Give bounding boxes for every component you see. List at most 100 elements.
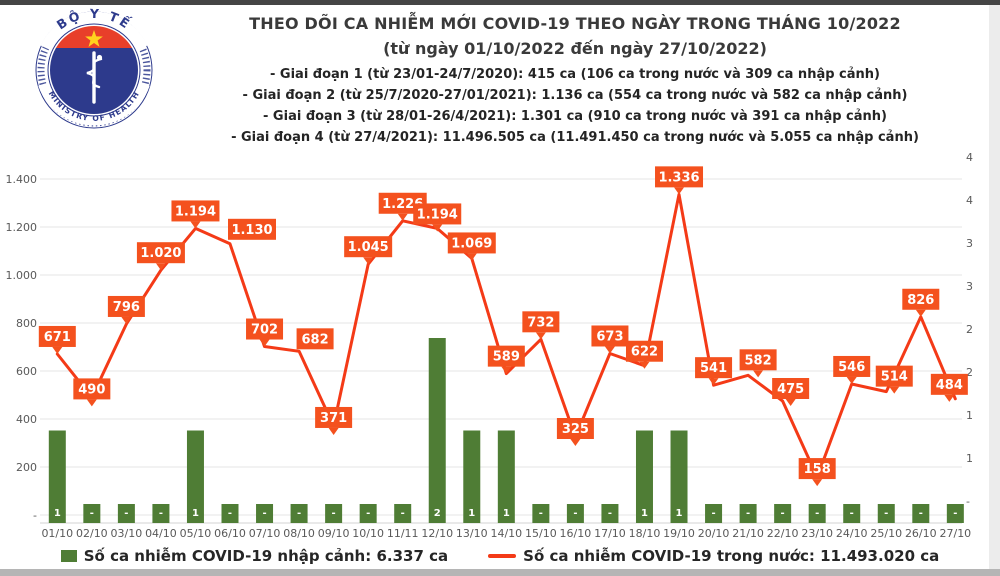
data-label: 484 bbox=[936, 378, 963, 393]
y-axis-label-right: - bbox=[966, 495, 970, 508]
bar-value-label: - bbox=[262, 508, 266, 519]
data-label: 475 bbox=[777, 382, 804, 397]
case-bar bbox=[946, 504, 964, 523]
data-label-box bbox=[655, 166, 704, 188]
line-series-label: Số ca nhiễm COVID-19 trong nước: 11.493.… bbox=[523, 547, 940, 565]
data-label: 1.045 bbox=[348, 240, 389, 255]
ministry-of-health-logo: BỘ Y TẾ MINISTRY OF HEALTH bbox=[35, 6, 153, 129]
data-label: 732 bbox=[527, 315, 554, 330]
data-label-box bbox=[695, 357, 733, 379]
data-label: 1.194 bbox=[417, 207, 458, 222]
data-label-pointer bbox=[363, 257, 374, 265]
case-bar bbox=[566, 504, 584, 523]
data-label: 371 bbox=[320, 411, 347, 426]
page-subtitle: (từ ngày 01/10/2022 đến ngày 27/10/2022) bbox=[383, 39, 767, 58]
bar-value-label: 1 bbox=[676, 508, 683, 519]
chart-header: THEO DÕI CA NHIỄM MỚI COVID-19 THEO NGÀY… bbox=[175, 12, 975, 148]
x-axis-label: 23/10 bbox=[801, 527, 833, 540]
data-label: 1.130 bbox=[231, 223, 272, 238]
page-title: THEO DÕI CA NHIỄM MỚI COVID-19 THEO NGÀY… bbox=[249, 14, 901, 33]
x-axis-label: 07/10 bbox=[249, 527, 281, 540]
case-bar bbox=[912, 504, 930, 523]
right-border-strip bbox=[989, 5, 1000, 569]
case-bar bbox=[843, 504, 861, 523]
case-bar bbox=[670, 430, 688, 523]
case-bar bbox=[325, 504, 343, 523]
x-axis-label: 16/10 bbox=[560, 527, 592, 540]
data-label-box bbox=[246, 318, 284, 340]
y-axis-label-left: - bbox=[33, 509, 37, 522]
logo-inner-ring bbox=[47, 23, 141, 117]
bar-value-label: - bbox=[90, 508, 94, 519]
x-axis-label: 05/10 bbox=[180, 527, 212, 540]
case-bar bbox=[48, 430, 66, 523]
logo-snake-head bbox=[96, 54, 103, 61]
y-axis-label-left: 200 bbox=[16, 461, 37, 474]
data-label-pointer bbox=[639, 361, 650, 369]
y-axis-label-left: 800 bbox=[16, 317, 37, 330]
data-label: 826 bbox=[907, 293, 934, 308]
y-axis-label-right: 4 bbox=[966, 194, 973, 207]
data-label-box bbox=[625, 340, 663, 362]
x-axis-label: 26/10 bbox=[905, 527, 937, 540]
phase-summary-4: - Giai đoạn 4 (từ 27/4/2021): 11.496.505… bbox=[231, 130, 919, 145]
y-axis-label-left: 1.400 bbox=[6, 173, 38, 186]
data-label-pointer bbox=[944, 394, 955, 402]
y-axis-label-right: 1 bbox=[966, 452, 973, 465]
data-label-box bbox=[136, 242, 185, 264]
logo-snake-icon bbox=[86, 57, 103, 89]
data-label-pointer bbox=[121, 316, 132, 324]
case-bar bbox=[152, 504, 170, 523]
data-label-pointer bbox=[753, 370, 764, 378]
top-border-strip bbox=[0, 0, 1000, 5]
case-bar bbox=[186, 430, 204, 523]
bar-series-swatch bbox=[60, 550, 77, 562]
data-label-box bbox=[522, 311, 560, 333]
data-label-box bbox=[902, 288, 940, 310]
bar-value-label: 1 bbox=[192, 508, 199, 519]
data-label-box bbox=[344, 236, 393, 258]
case-bar bbox=[256, 504, 274, 523]
case-bar bbox=[290, 504, 308, 523]
data-label-pointer bbox=[889, 386, 900, 394]
x-axis-label: 06/10 bbox=[214, 527, 246, 540]
data-label-box bbox=[38, 325, 76, 347]
phase-summary-2: - Giai đoạn 2 (từ 25/7/2020-27/01/2021):… bbox=[242, 88, 908, 103]
case-bar bbox=[635, 430, 653, 523]
data-label-pointer bbox=[86, 399, 97, 407]
phase-summary-list: - Giai đoạn 1 (từ 23/01-24/7/2020): 415 … bbox=[175, 64, 975, 148]
data-label-box bbox=[930, 373, 968, 395]
legend-item-imported-cases: Số ca nhiễm COVID-19 nhập cảnh: 6.337 ca bbox=[60, 547, 448, 565]
data-label-pointer bbox=[501, 366, 512, 374]
phase-summary-1: - Giai đoạn 1 (từ 23/01-24/7/2020): 415 … bbox=[270, 67, 880, 82]
data-label-pointer bbox=[155, 263, 166, 271]
case-bar bbox=[808, 504, 826, 523]
data-label: 1.069 bbox=[451, 236, 492, 251]
data-label-box bbox=[171, 200, 220, 222]
data-label-box bbox=[833, 355, 871, 377]
data-label: 622 bbox=[631, 345, 658, 360]
case-bar bbox=[497, 430, 515, 523]
bar-value-label: - bbox=[366, 508, 370, 519]
x-axis-label: 15/10 bbox=[525, 527, 557, 540]
bar-value-label: 2 bbox=[434, 508, 441, 519]
x-axis-label: 08/10 bbox=[283, 527, 315, 540]
bar-value-label: - bbox=[746, 508, 750, 519]
data-label-box bbox=[413, 203, 462, 225]
data-label: 1.336 bbox=[658, 170, 699, 185]
x-axis-label: 27/10 bbox=[939, 527, 971, 540]
case-bar bbox=[394, 504, 412, 523]
data-label-box bbox=[739, 349, 777, 371]
data-label-box bbox=[556, 418, 594, 439]
logo-star-icon bbox=[85, 30, 103, 47]
case-bar bbox=[117, 504, 135, 523]
data-label-box bbox=[73, 378, 111, 400]
data-label-box bbox=[798, 458, 836, 480]
case-bar bbox=[428, 338, 446, 523]
bar-value-label: - bbox=[124, 508, 128, 519]
chart-legend: Số ca nhiễm COVID-19 nhập cảnh: 6.337 ca… bbox=[0, 545, 1000, 567]
data-label: 546 bbox=[838, 360, 865, 375]
y-axis-label-right: 1 bbox=[966, 409, 973, 422]
data-label: 702 bbox=[251, 323, 278, 338]
